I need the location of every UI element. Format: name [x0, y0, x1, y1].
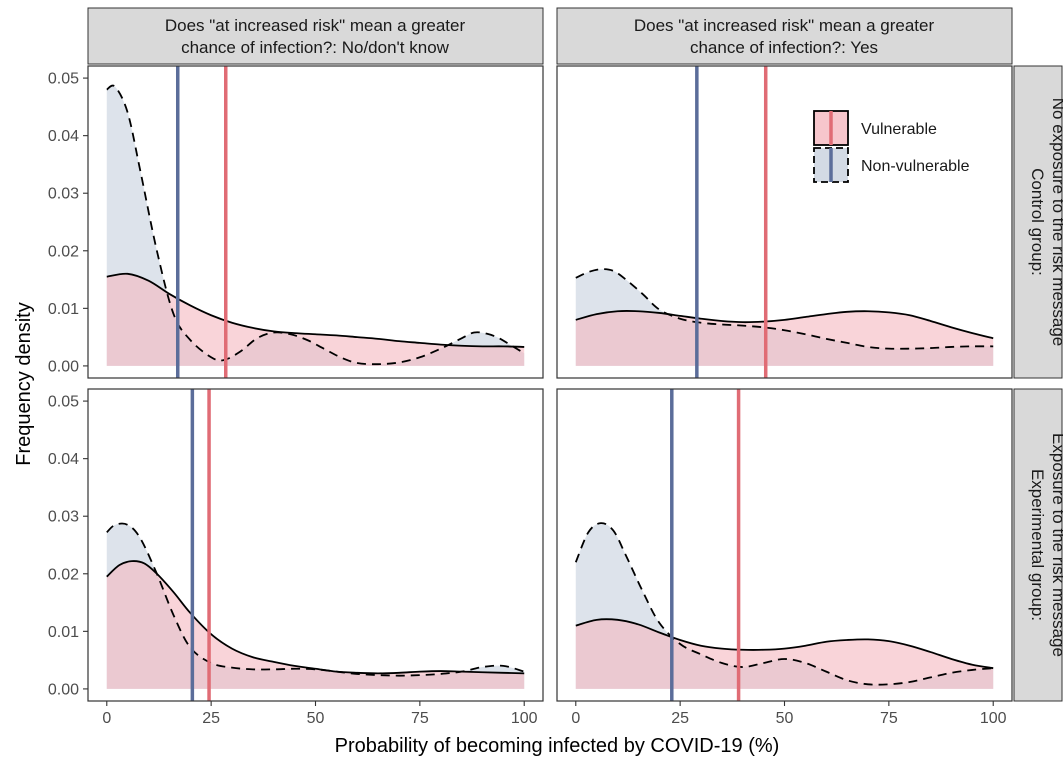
x-tick-label: 50: [776, 710, 794, 727]
density-vulnerable-line: [575, 310, 994, 340]
y-tick-label: 0.05: [48, 71, 79, 88]
density-nonvulnerable-line: [106, 522, 525, 677]
y-tick-label: 0.01: [48, 624, 79, 641]
row-strip-1-line-2: No exposure to the risk message: [1049, 98, 1063, 347]
x-tick-label: 0: [102, 710, 111, 727]
y-tick-label: 0.05: [48, 394, 79, 411]
row-strip-2: Experimental group: Exposure to the risk…: [1013, 388, 1063, 702]
axis-ticks: 0.00 0.01 0.02 0.03 0.04 0.05 0.00 0.01 0.02 0.03…: [48, 71, 1007, 727]
x-tick-label: 75: [411, 710, 429, 727]
y-tick-label: 0.04: [48, 128, 79, 145]
density-vulnerable-line: [575, 618, 994, 670]
column-strip-1-line-2: chance of infection?: No/don't know: [181, 38, 450, 57]
legend-key-nonvulnerable: [813, 147, 849, 183]
density-vulnerable-area: [106, 561, 525, 689]
panels: [87, 65, 1013, 702]
density-vulnerable-area: [575, 619, 994, 689]
legend-label-vulnerable: Vulnerable: [861, 121, 937, 138]
column-strip-1-line-1: Does "at increased risk" mean a greater: [165, 16, 466, 35]
y-tick-label: 0.00: [48, 681, 79, 698]
row-strip-2-line-1: Experimental group:: [1028, 469, 1047, 621]
density-vulnerable-area: [106, 273, 525, 366]
y-tick-label: 0.01: [48, 301, 79, 318]
y-axis-title: Frequency density: [13, 302, 35, 465]
y-tick-label: 0.03: [48, 186, 79, 203]
density-nonvulnerable-line: [574, 522, 994, 686]
legend: Vulnerable Non-vulnerable: [813, 110, 970, 183]
y-tick-label: 0.00: [48, 358, 79, 375]
x-tick-label: 0: [571, 710, 580, 727]
panel-border: [556, 65, 1013, 379]
density-vulnerable-line: [106, 272, 525, 348]
column-strip-2: Does "at increased risk" mean a greater …: [556, 7, 1013, 65]
panel-4: [556, 388, 1013, 702]
column-strip-2-line-2: chance of infection?: Yes: [690, 38, 878, 57]
column-strip-2-line-1: Does "at increased risk" mean a greater: [634, 16, 935, 35]
y-tick-label: 0.02: [48, 566, 79, 583]
panel-3: [87, 388, 544, 702]
column-strip-1: Does "at increased risk" mean a greater …: [87, 7, 544, 65]
legend-key-vulnerable: [813, 110, 849, 146]
y-tick-label: 0.03: [48, 509, 79, 526]
x-tick-label: 25: [202, 710, 220, 727]
row-strip-1: Control group: No exposure to the risk m…: [1013, 65, 1063, 379]
panel-border: [87, 65, 544, 379]
y-tick-label: 0.02: [48, 243, 79, 260]
x-tick-label: 75: [880, 710, 898, 727]
row-strip-1-line-1: Control group:: [1028, 168, 1047, 276]
x-axis-title: Probability of becoming infected by COVI…: [335, 735, 780, 757]
panel-1: [87, 65, 544, 379]
x-tick-label: 50: [307, 710, 325, 727]
y-tick-label: 0.04: [48, 451, 79, 468]
density-nonvulnerable-line: [575, 268, 994, 350]
x-tick-label: 25: [671, 710, 689, 727]
density-vulnerable-area: [575, 310, 994, 366]
density-nonvulnerable-line: [106, 84, 525, 366]
row-strip-2-line-2: Exposure to the risk message: [1049, 433, 1063, 657]
density-vulnerable-line: [106, 560, 525, 675]
x-tick-label: 100: [511, 710, 538, 727]
panel-2: [556, 65, 1013, 379]
x-tick-label: 100: [980, 710, 1007, 727]
legend-label-nonvulnerable: Non-vulnerable: [861, 158, 970, 175]
